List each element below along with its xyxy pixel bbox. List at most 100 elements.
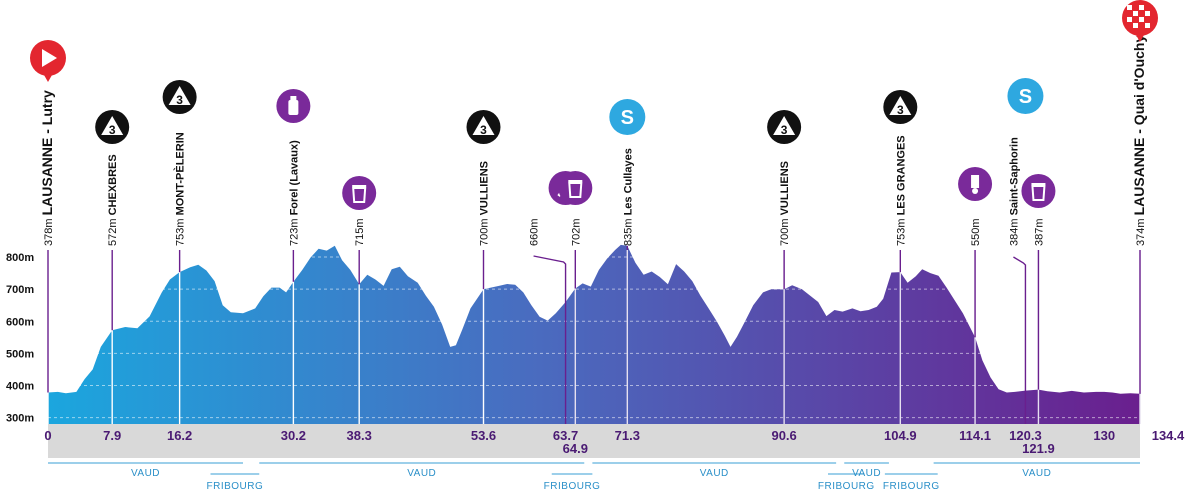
region-vaud: VAUD: [933, 462, 1140, 479]
waypoint-elevation: 660m: [529, 218, 541, 246]
waypoint-elevation: 715m: [354, 218, 366, 246]
waypoint-name: LAUSANNE - Lutry: [39, 90, 55, 215]
climb-cat-3-icon: 3: [883, 90, 918, 124]
region-label: FRIBOURG: [883, 481, 940, 492]
km-label: 16.2: [167, 428, 192, 443]
waypoint-label: 702m: [570, 218, 582, 246]
climb-cat-3-icon: 3: [162, 80, 197, 114]
climb-cat-3-icon: 3: [95, 110, 130, 144]
waypoint-elevation: 387m: [1033, 218, 1045, 246]
climb-category: 3: [109, 123, 116, 137]
km-label: 90.6: [771, 428, 796, 443]
regions-bar: VAUD FRIBOURG VAUD FRIBOURG VAUD FRIBOURG VAUD…: [48, 462, 1140, 492]
waypoint-label: 700m VULLIENS: [479, 161, 491, 246]
waypoint-label: 835m Les Cullayes: [622, 148, 634, 246]
waypoint-elevation: 753m: [175, 215, 187, 246]
sprint-icon: S: [1007, 78, 1044, 114]
climb-category: 3: [897, 103, 904, 117]
waypoint-elevation: 723m: [288, 215, 300, 246]
waypoint-elevation: 835m: [622, 215, 634, 246]
region-vaud: VAUD: [844, 462, 889, 479]
waypoint-elevation: 374m: [1135, 215, 1147, 246]
sprint-badge: [1007, 78, 1044, 114]
waypoint-leader-line: [533, 255, 567, 424]
waypoint-elevation: 550m: [970, 218, 982, 246]
waypoint: 550m: [958, 167, 993, 424]
waypoint-name: VULLIENS: [779, 161, 791, 215]
km-label: 130: [1093, 428, 1115, 443]
region-vaud: VAUD: [48, 462, 243, 479]
waypoint-name: Saint-Saphorin: [1008, 137, 1020, 216]
waypoint: 374m LAUSANNE - Quai d'Ouchy: [1122, 0, 1158, 424]
service-badge: [342, 176, 377, 210]
marker-dot: [972, 188, 979, 194]
waypoint: 387m: [1021, 174, 1056, 424]
km-label: 134.4: [1152, 428, 1185, 443]
bin-lid: [568, 180, 583, 182]
waypoint-elevation: 384m: [1008, 215, 1020, 246]
climb-cat-3-icon: 3: [767, 110, 802, 144]
y-tick-label: 700m: [6, 284, 34, 296]
checker-square: [1145, 23, 1150, 28]
waypoint-elevation: 700m: [779, 215, 791, 246]
marker-body: [971, 175, 980, 188]
waypoint: 753m LES GRANGES 3: [883, 90, 918, 424]
waypoint-name: MONT-PÈLERIN: [174, 132, 187, 215]
km-axis-labels: 0 7.9 16.2 30.2 38.3 53.6 63.764.9 71.3 90.6 104.…: [44, 428, 1185, 456]
climb-triangle: [168, 86, 191, 105]
waypoint-label: 753m MONT-PÈLERIN: [174, 132, 187, 246]
waste-zone-end-icon: [558, 171, 593, 205]
km-label: 71.3: [615, 428, 640, 443]
waypoint: 715m: [342, 176, 377, 424]
waypoint: 753m MONT-PÈLERIN 3: [162, 80, 197, 424]
region-label: VAUD: [131, 468, 160, 479]
sprint-letter: S: [621, 107, 634, 129]
pin-tip: [44, 75, 52, 82]
climb-cat-3-icon: 3: [466, 110, 501, 144]
start-flag-icon: [30, 40, 66, 82]
region-vaud: VAUD: [592, 462, 837, 479]
bottle-body: [288, 100, 299, 115]
km-label: 64.9: [563, 441, 588, 456]
region-label: FRIBOURG: [206, 481, 263, 492]
y-tick-label: 400m: [6, 380, 34, 392]
checker-square: [1139, 5, 1144, 10]
waypoint-name: LAUSANNE - Quai d'Ouchy: [1131, 35, 1147, 216]
km-label: 53.6: [471, 428, 496, 443]
sprint-letter: S: [1019, 86, 1032, 108]
waypoint: 700m VULLIENS 3: [767, 110, 802, 424]
waypoint-label: 660m: [529, 218, 541, 246]
waypoint-label: 753m LES GRANGES: [895, 135, 907, 246]
bin-body: [568, 182, 583, 198]
waypoint-label: 715m: [354, 218, 366, 246]
y-tick-label: 300m: [6, 413, 34, 425]
waypoint-name: Forel (Lavaux): [288, 140, 300, 216]
waypoint-name: Les Cullayes: [622, 148, 634, 215]
climb-triangle: [472, 116, 495, 135]
elevation-axis: 300m 400m 500m 600m 700m 800m: [6, 252, 34, 425]
waypoint: 723m Forel (Lavaux): [276, 89, 311, 424]
last-km-marker-icon: [958, 167, 993, 201]
waste-zone-icon: [342, 176, 377, 210]
waypoint: 702m: [558, 171, 593, 424]
region-label: FRIBOURG: [818, 481, 875, 492]
sprint-badge: [609, 99, 646, 135]
finish-flag-icon: [1122, 0, 1158, 42]
waypoint-label: 374m LAUSANNE - Quai d'Ouchy: [1131, 35, 1147, 246]
bin-body: [1031, 185, 1046, 201]
waypoint-label: 700m VULLIENS: [779, 161, 791, 246]
water-bottle-icon: [276, 89, 311, 123]
waypoint: 572m CHEXBRES 3: [95, 110, 130, 424]
y-tick-label: 600m: [6, 316, 34, 328]
service-badge: [558, 171, 593, 205]
km-axis-band: [48, 424, 1140, 458]
elevation-gridlines: [48, 256, 1140, 419]
km-label: 63.7: [553, 428, 578, 443]
climb-triangle: [773, 116, 796, 135]
region-label: VAUD: [407, 468, 436, 479]
km-label: 104.9: [884, 428, 917, 443]
waypoint-elevation: 702m: [570, 218, 582, 246]
waypoint-name: LES GRANGES: [895, 135, 907, 215]
